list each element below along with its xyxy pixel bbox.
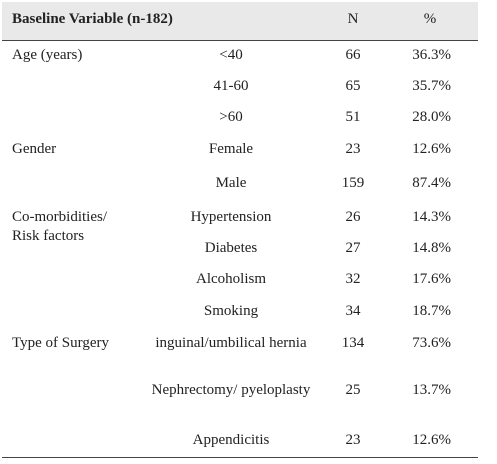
header-variable: Baseline Variable (n-182) (12, 11, 173, 27)
percent: 87.4% (412, 175, 451, 191)
count: 32 (345, 271, 361, 287)
percent: 12.6% (412, 141, 451, 157)
count: 65 (345, 78, 361, 94)
count: 25 (345, 382, 361, 398)
percent: 12.6% (412, 432, 451, 448)
subcategory: >60 (219, 109, 243, 125)
count: 27 (345, 240, 361, 256)
percent: 18.7% (412, 303, 451, 319)
subcategory: Hypertension (190, 209, 272, 225)
count: 26 (345, 209, 361, 225)
count: 66 (345, 47, 361, 63)
count: 134 (341, 335, 365, 351)
count: 159 (341, 175, 365, 191)
subcategory: Alcoholism (196, 271, 266, 287)
subcategory: <40 (219, 47, 243, 63)
bottom-rule (2, 457, 478, 458)
subcategory: Diabetes (204, 240, 258, 256)
group-label: Gender (12, 141, 57, 157)
percent: 28.0% (412, 109, 451, 125)
group-label: Age (years) (12, 47, 83, 63)
subcategory: Appendicitis (192, 432, 270, 448)
header-percent: % (423, 11, 437, 27)
group-label: Type of Surgery (12, 335, 109, 351)
percent: 36.3% (412, 47, 451, 63)
percent: 73.6% (412, 335, 451, 351)
percent: 14.3% (412, 209, 451, 225)
count: 34 (345, 303, 361, 319)
subcategory: Female (208, 141, 254, 157)
percent: 17.6% (412, 271, 451, 287)
percent: 35.7% (412, 78, 451, 94)
subcategory: 41-60 (213, 78, 249, 94)
count: 51 (345, 109, 361, 125)
header-row (2, 2, 478, 41)
subcategory: Nephrectomy/ pyeloplasty (151, 382, 311, 398)
subcategory: Smoking (203, 303, 259, 319)
header-n: N (347, 11, 359, 27)
count: 23 (345, 141, 361, 157)
subcategory: inguinal/umbilical hernia (155, 335, 307, 351)
percent: 14.8% (412, 240, 451, 256)
percent: 13.7% (412, 382, 451, 398)
count: 23 (345, 432, 361, 448)
subcategory: Male (215, 175, 247, 191)
group-label: Co-morbidities/ Risk factors (12, 209, 107, 244)
